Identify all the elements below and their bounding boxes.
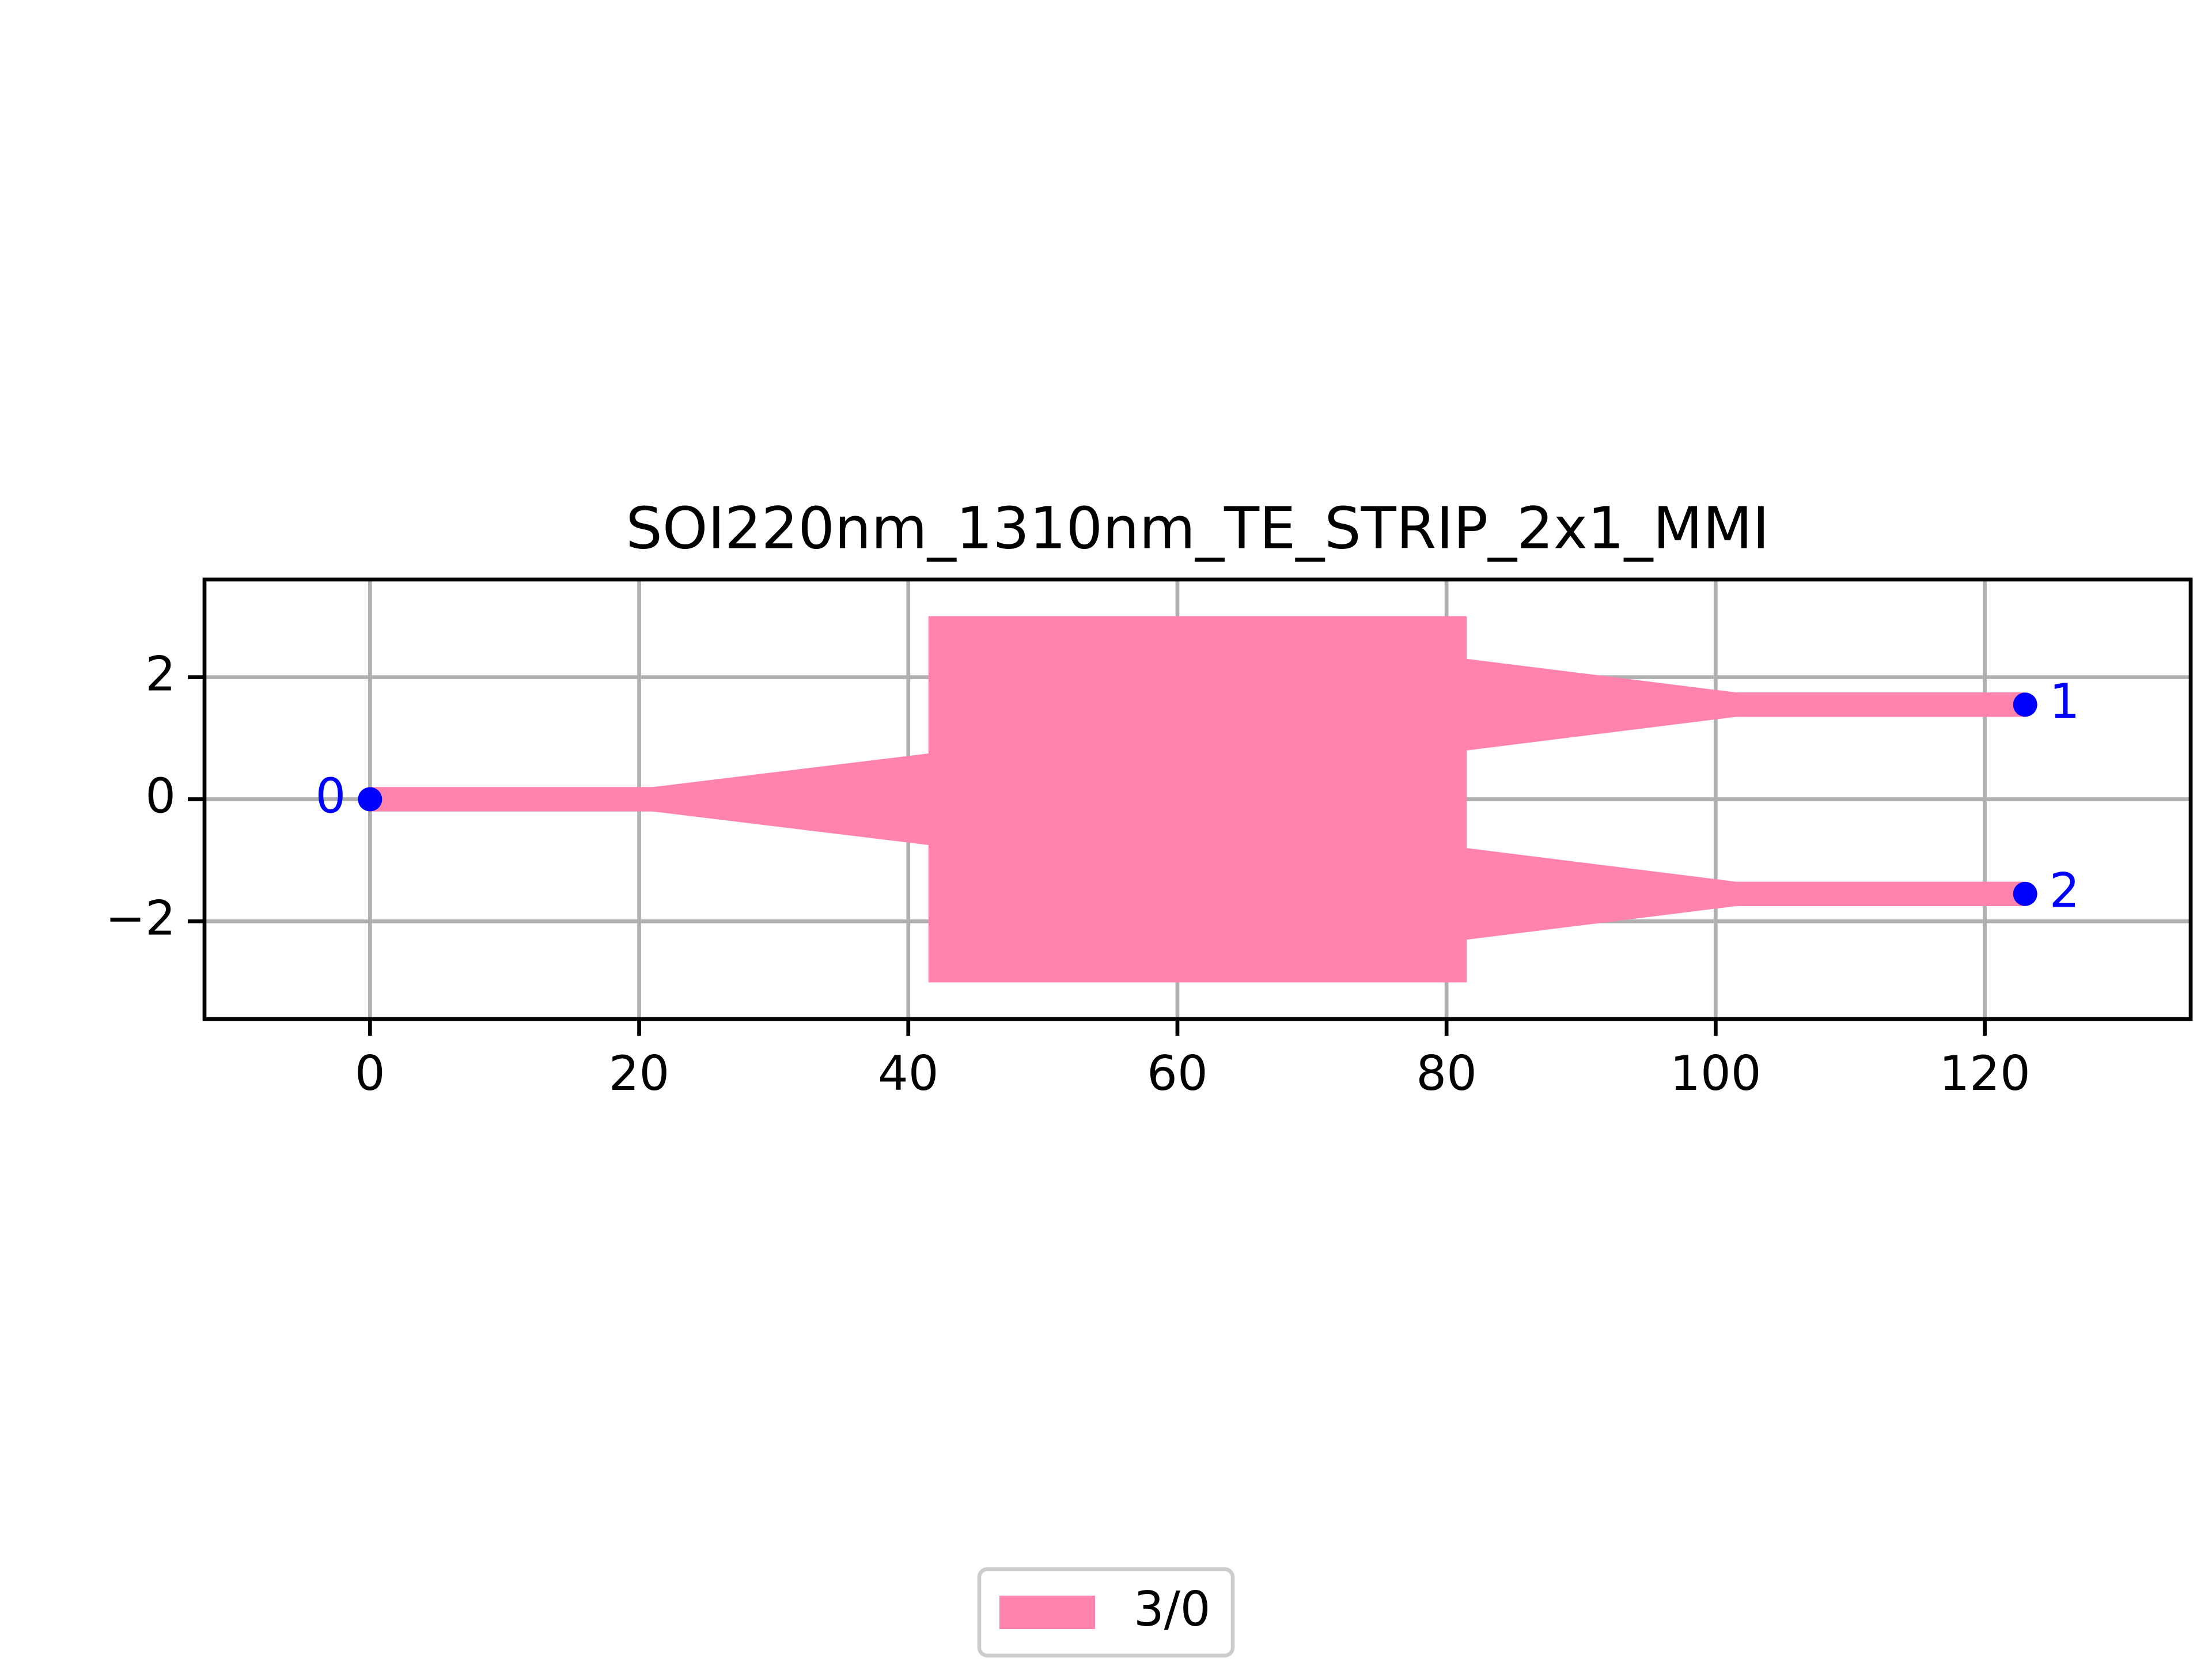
legend-frame (977, 1567, 1235, 1658)
port-label: 0 (316, 768, 346, 824)
axes: 0 20 40 60 80 100 120−202 (105, 577, 2193, 1101)
legend: 3/0 (977, 1567, 1235, 1658)
waveguide-polygon (370, 616, 2025, 983)
port-marker (358, 787, 382, 812)
chart-title: SOI220nm_1310nm_TE_STRIP_2x1_MMI (626, 494, 1769, 562)
x-tick-label: 40 (878, 1046, 939, 1101)
port-label: 1 (2050, 673, 2080, 729)
port-marker (2013, 881, 2037, 906)
y-tick-label: 0 (145, 768, 176, 824)
x-tick-label: 0 (355, 1046, 385, 1101)
x-tick-label: 60 (1147, 1046, 1208, 1101)
x-tick-label: 80 (1416, 1046, 1477, 1101)
x-tick-label: 120 (1939, 1046, 2030, 1101)
y-tick-label: 2 (145, 646, 176, 702)
port-label: 2 (2050, 863, 2080, 919)
port-marker (2013, 692, 2037, 717)
plot-area: 0 1 2 (316, 616, 2080, 983)
x-tick-label: 20 (609, 1046, 670, 1101)
x-tick-label: 100 (1670, 1046, 1761, 1101)
axes-frame (202, 577, 2193, 1021)
y-tick-label: −2 (105, 890, 176, 946)
legend-label: 3/0 (1134, 1581, 1211, 1637)
legend-swatch (999, 1596, 1095, 1629)
